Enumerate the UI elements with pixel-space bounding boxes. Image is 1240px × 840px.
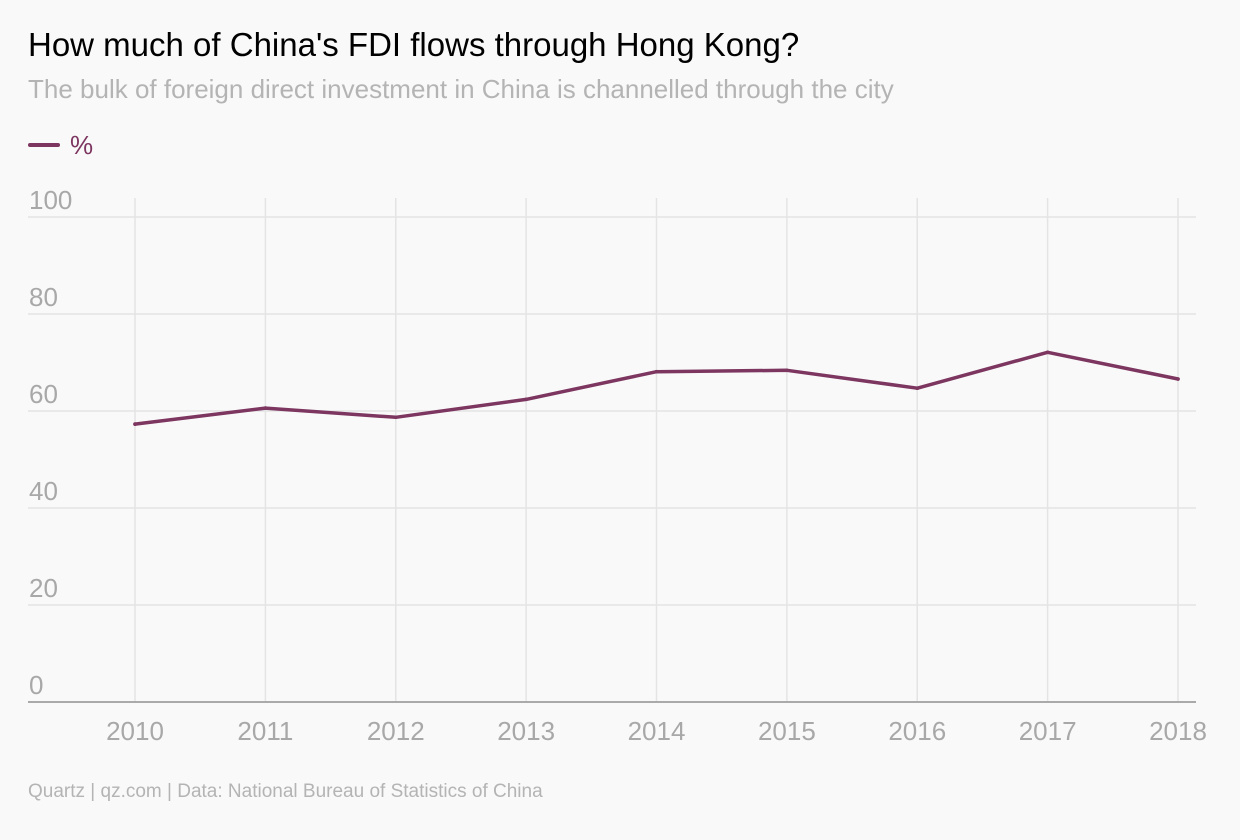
data-point-2015 (785, 368, 789, 373)
legend-label-percent: % (70, 129, 94, 160)
source-credit: Quartz | qz.com | Data: National Bureau … (28, 781, 543, 802)
x-tick-label-2013: 2013 (497, 716, 555, 746)
x-tick-label-2018: 2018 (1149, 716, 1207, 746)
y-tick-label-80: 80 (29, 282, 58, 312)
x-tick-label-2012: 2012 (367, 716, 425, 746)
y-tick-label-0: 0 (29, 670, 43, 700)
data-point-2017 (1045, 350, 1050, 355)
line-chart: 0 20 40 60 80 100 2010 2011 2012 2013 2014 2015 2016… (28, 185, 1207, 746)
data-point-2010 (133, 422, 137, 426)
data-point-2011 (263, 406, 268, 410)
legend: % (28, 128, 93, 162)
x-tick-label-2014: 2014 (628, 716, 686, 746)
x-tick-label-2017: 2017 (1019, 716, 1077, 746)
data-point-2016 (915, 386, 920, 391)
data-point-2013 (524, 397, 528, 402)
data-point-2012 (393, 415, 398, 420)
x-tick-label-2010: 2010 (106, 716, 164, 746)
y-tick-label-40: 40 (29, 476, 58, 506)
chart-subtitle: The bulk of foreign direct investment in… (28, 74, 894, 104)
x-tick-label-2016: 2016 (888, 716, 946, 746)
x-tick-label-2011: 2011 (237, 716, 293, 746)
y-tick-label-100: 100 (29, 185, 72, 215)
data-point-2014 (654, 369, 659, 374)
x-tick-label-2015: 2015 (758, 716, 816, 746)
y-tick-label-20: 20 (29, 573, 58, 603)
chart-title: How much of China's FDI flows through Ho… (28, 26, 800, 63)
legend-swatch (28, 143, 60, 147)
data-point-2018 (1176, 377, 1180, 381)
y-tick-label-60: 60 (29, 379, 58, 409)
